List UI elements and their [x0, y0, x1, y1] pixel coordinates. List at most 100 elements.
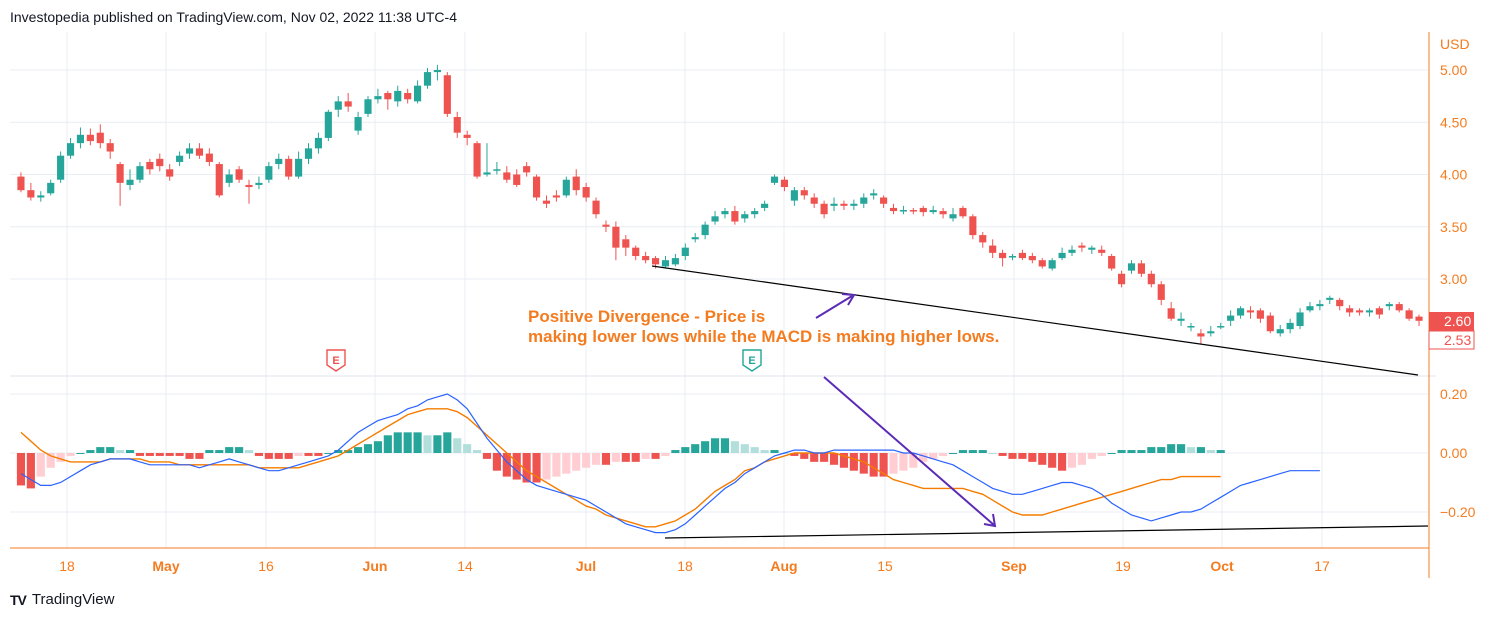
tradingview-brand-name: TradingView [31, 591, 115, 608]
candle-body [790, 190, 798, 201]
candle-body [1355, 310, 1364, 313]
earnings-marker-icon[interactable] [326, 349, 346, 372]
candle-body [949, 214, 957, 219]
earnings-marker-label: E [748, 355, 755, 367]
candle-body [1048, 260, 1056, 269]
candle-body [770, 176, 779, 183]
macd-line [20, 393, 1320, 534]
histogram-bar [363, 444, 373, 453]
histogram-bar [66, 453, 75, 456]
candle-body [96, 132, 104, 144]
publish-info: Investopedia published on TradingView.co… [10, 9, 457, 25]
candle-body [1296, 312, 1304, 327]
histogram-bar [1196, 447, 1205, 453]
histogram-bar [1107, 453, 1116, 454]
histogram-bar [155, 453, 164, 456]
tradingview-logo-icon: TV [10, 591, 27, 608]
histogram-bar [433, 435, 442, 453]
candle-body [582, 187, 590, 198]
histogram-bar [522, 453, 531, 483]
candle-body [443, 75, 451, 114]
candle-body [493, 169, 501, 171]
histogram-bar [1087, 453, 1096, 459]
candle-body [76, 134, 85, 144]
histogram-bar [106, 447, 115, 453]
candle-body [711, 216, 719, 222]
candle-body [1375, 308, 1383, 315]
histogram-bar [1167, 444, 1176, 453]
low-price-badge [1428, 330, 1475, 350]
candle-body [324, 111, 332, 138]
histogram-bar [621, 453, 630, 462]
candle-body [1365, 310, 1374, 313]
histogram-bar [542, 453, 551, 480]
histogram-bar [502, 453, 511, 477]
histogram-bar [601, 453, 611, 465]
time-tick-label: May [152, 558, 179, 574]
histogram-bar [453, 438, 462, 453]
histogram-bar [264, 453, 273, 459]
time-tick-label: 18 [677, 558, 693, 574]
price-tick-label: 4.00 [1440, 167, 1467, 183]
price-tick-label: 4.50 [1440, 114, 1467, 130]
histogram-bar [829, 453, 839, 465]
footer-brand[interactable]: TV TradingView [10, 591, 114, 608]
candle-body [552, 195, 560, 198]
candle-body [1286, 322, 1294, 330]
candle-body [889, 207, 898, 212]
histogram-bar [135, 453, 145, 456]
candle-body [1018, 252, 1026, 259]
histogram-bar [46, 453, 55, 468]
earnings-marker-icon[interactable] [742, 349, 762, 372]
candle-body [691, 237, 699, 240]
candle-body [741, 214, 749, 219]
candle-body [483, 172, 491, 175]
histogram-bar [1097, 453, 1106, 456]
candle-body [969, 216, 977, 236]
candle-body [1177, 318, 1185, 321]
histogram-bar [1018, 453, 1027, 459]
candle-body [542, 200, 551, 204]
candle-body [761, 203, 769, 208]
candle-body [27, 190, 35, 198]
signal-line [20, 408, 1221, 528]
candle-body [909, 210, 917, 212]
annotation-line-1: Positive Divergence - Price is [528, 307, 765, 326]
time-tick-label: 16 [258, 558, 274, 574]
candle-body [1058, 252, 1066, 259]
histogram-bar [36, 453, 45, 477]
candle-body [185, 148, 194, 154]
histogram-bar [939, 453, 948, 456]
candle-body [404, 92, 412, 100]
candle-body [602, 224, 610, 227]
candle-body [245, 184, 253, 188]
histogram-bar [482, 453, 492, 459]
candle-body [899, 210, 908, 212]
macd-tick-label: 0.20 [1440, 386, 1467, 402]
candle-body [1187, 326, 1195, 328]
histogram-bar [423, 435, 432, 453]
macd-trendline [664, 525, 1429, 539]
histogram-bar [651, 453, 660, 459]
currency-label: USD [1440, 36, 1470, 52]
macd-tick-label: −0.20 [1440, 504, 1476, 520]
histogram-bar [324, 453, 333, 454]
candle-body [1266, 315, 1274, 332]
candle-body [1147, 273, 1155, 285]
histogram-bar [1186, 447, 1196, 453]
time-tick-label: 19 [1115, 558, 1131, 574]
histogram-bar [988, 453, 997, 454]
arrow-to-macd [823, 376, 995, 526]
histogram-bar [413, 432, 422, 453]
candle-body [275, 158, 283, 165]
histogram-bar [730, 441, 739, 453]
candle-body [939, 211, 947, 215]
candle-body [1008, 256, 1017, 258]
histogram-bar [710, 438, 720, 453]
candle-body [176, 155, 184, 162]
low-price-label: 2.53 [1444, 332, 1471, 348]
candle-body [1256, 310, 1264, 319]
histogram-bar [1127, 450, 1136, 453]
price-tick-label: 3.50 [1440, 219, 1467, 235]
